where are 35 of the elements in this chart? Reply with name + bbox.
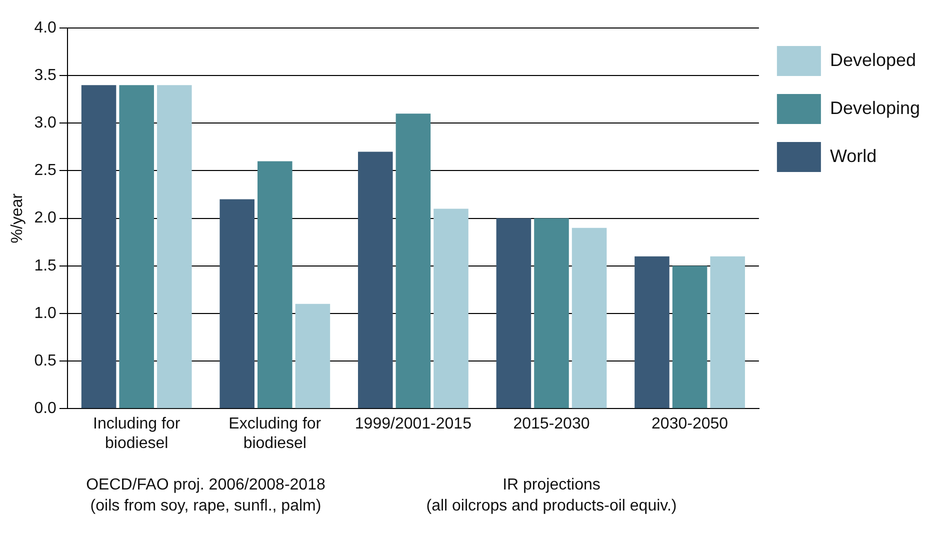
bar — [710, 256, 745, 408]
x-tick-label: Excluding for biodiesel — [228, 416, 322, 452]
y-tick-label: 3.5 — [34, 66, 57, 84]
bar — [295, 304, 330, 408]
y-tick-label: 1.0 — [34, 304, 57, 322]
x-tick-label: Including for biodiesel — [93, 416, 181, 452]
y-tick-label: 1.5 — [34, 257, 57, 274]
bar — [119, 85, 154, 408]
text: IR projections (all oilcrops and products-oil equiv.) — [426, 476, 677, 514]
y-tick-label: 2.5 — [34, 162, 57, 180]
x-tick-label: 2030-2050 — [652, 416, 728, 433]
y-tick-label: 2.0 — [34, 210, 57, 227]
bar — [157, 85, 192, 408]
bar — [672, 266, 708, 408]
bar — [258, 161, 292, 408]
text: OECD/FAO proj. 2006/2008-2018 (oils from soy, rape, sunfl., palm) — [86, 476, 326, 514]
bar — [220, 199, 254, 408]
bar — [572, 228, 607, 408]
y-tick-label: 0.5 — [34, 352, 57, 370]
x-tick-label: 1999/2001-2015 — [354, 416, 472, 433]
bar — [434, 208, 468, 408]
bar — [81, 85, 116, 408]
y-axis-title: %/year — [9, 192, 26, 244]
legend-label: World — [830, 146, 877, 166]
bar — [358, 152, 393, 408]
x-tick-label: 2015-2030 — [513, 416, 590, 433]
bar — [634, 256, 670, 408]
bar — [496, 218, 532, 408]
y-tick-label: 3.0 — [34, 114, 57, 132]
y-tick-label: 0.0 — [34, 400, 57, 418]
bar — [534, 218, 569, 408]
legend-label: Developed — [830, 50, 916, 70]
bar — [396, 114, 431, 408]
legend-label: Developing — [830, 98, 920, 118]
y-tick-label: 4.0 — [34, 19, 57, 36]
